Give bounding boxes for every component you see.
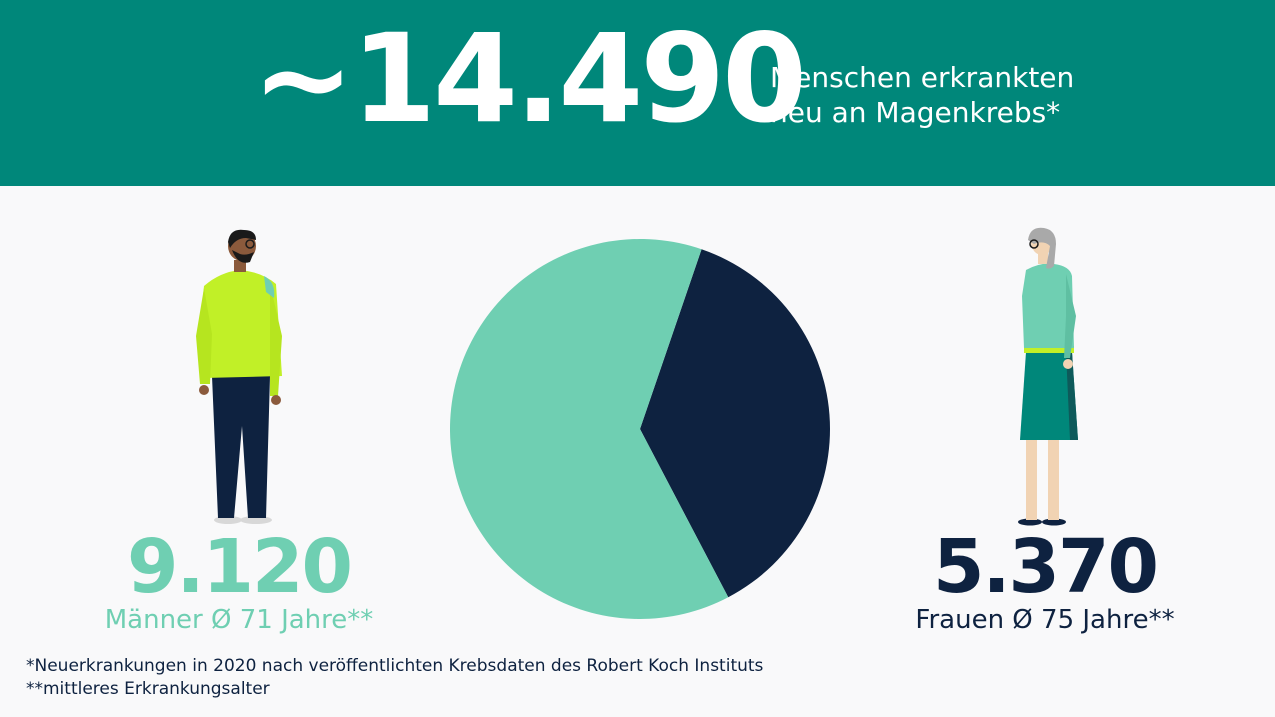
header-banner: ~14.490 Menschen erkrankten neu an Magen…: [0, 0, 1275, 186]
pie-slice-maenner: [450, 239, 729, 619]
woman-figure-icon: [1018, 227, 1078, 526]
footnote-2: **mittleres Erkrankungsalter: [26, 679, 270, 699]
headline-text: Menschen erkrankten neu an Magenkrebs*: [770, 60, 1074, 130]
headline-line-2: neu an Magenkrebs*: [770, 96, 1061, 129]
man-figure-icon: [196, 229, 282, 524]
footnote-1: *Neuerkrankungen in 2020 nach veröffentl…: [26, 656, 764, 676]
footnotes: *Neuerkrankungen in 2020 nach veröffentl…: [26, 655, 763, 701]
headline-line-1: Menschen erkrankten: [770, 61, 1075, 94]
women-label: Frauen Ø 75 Jahre**: [915, 605, 1175, 635]
total-cases-number: ~14.490: [252, 8, 807, 150]
pie-slice-frauen: [640, 249, 831, 598]
men-label: Männer Ø 71 Jahre**: [104, 605, 374, 635]
women-count: 5.370: [932, 524, 1159, 610]
men-count: 9.120: [126, 524, 353, 610]
